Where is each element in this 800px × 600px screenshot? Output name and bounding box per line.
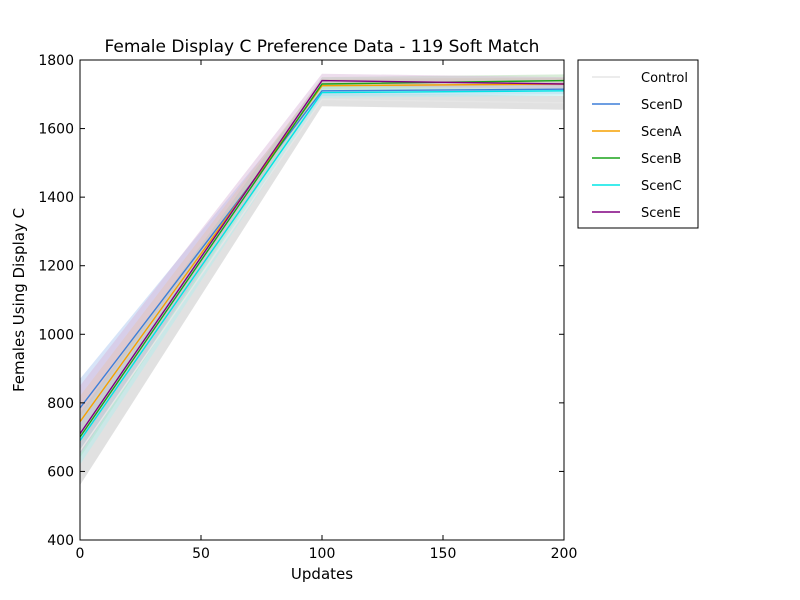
y-tick-label: 1600 [38, 122, 74, 138]
y-tick-label: 800 [47, 396, 74, 412]
legend-label-scenb: ScenB [641, 152, 682, 167]
series-line-scena [80, 83, 564, 423]
band-control [80, 92, 564, 486]
series-line-scenc [80, 90, 564, 441]
band-scena [80, 77, 564, 444]
band-scend [80, 82, 564, 431]
x-tick-label: 150 [430, 546, 457, 562]
y-tick-label: 400 [47, 533, 74, 549]
series-line-scenb [80, 79, 564, 438]
legend: Control ScenD ScenA ScenB ScenC ScenE [577, 59, 699, 229]
band-scene [80, 73, 564, 455]
legend-label-scend: ScenD [641, 98, 683, 113]
band-scenc [80, 85, 564, 465]
y-tick-label: 600 [47, 464, 74, 480]
y-axis-label: Females Using Display C [10, 208, 28, 392]
x-tick-label: 0 [76, 546, 85, 562]
legend-label-scena: ScenA [641, 125, 682, 140]
x-tick-label: 50 [192, 546, 210, 562]
x-axis-label: Updates [291, 565, 353, 583]
y-tick-label: 1400 [38, 190, 74, 206]
legend-frame [577, 59, 699, 229]
series-line-scend [80, 88, 564, 409]
band-scenb [80, 74, 564, 458]
y-tick-label: 1000 [38, 327, 74, 343]
legend-label-scenc: ScenC [641, 179, 682, 194]
legend-label-scene: ScenE [641, 206, 681, 221]
series-line-control [80, 98, 564, 452]
chart-title: Female Display C Preference Data - 119 S… [105, 37, 540, 57]
series-line-scene [80, 79, 564, 435]
x-tick-label: 100 [309, 546, 336, 562]
x-tick-label: 200 [551, 546, 578, 562]
legend-label-control: Control [641, 71, 688, 86]
y-tick-label: 1800 [38, 53, 74, 69]
y-tick-label: 1200 [38, 259, 74, 275]
